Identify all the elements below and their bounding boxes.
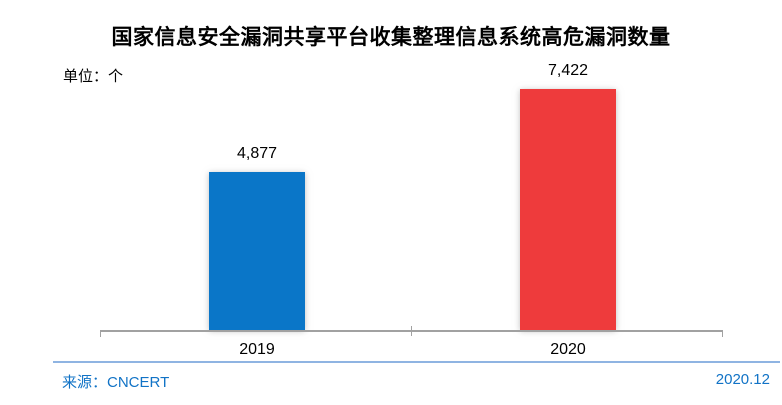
x-axis-tick-right (722, 330, 723, 337)
source-label: 来源：CNCERT (62, 374, 170, 391)
chart-title: 国家信息安全漏洞共享平台收集整理信息系统高危漏洞数量 (111, 26, 671, 49)
x-axis-label-2020: 2020 (550, 341, 586, 358)
bar-2020 (520, 89, 616, 330)
unit-label: 单位：个 (63, 68, 124, 85)
date-label: 2020.12 (715, 371, 770, 388)
x-axis-tick-middle (411, 326, 412, 336)
bar-value-label-2019: 4,877 (236, 145, 278, 162)
bar-value-label-2020: 7,422 (547, 62, 589, 79)
x-axis-label-2019: 2019 (239, 341, 275, 358)
footer-divider (53, 361, 780, 363)
x-axis-tick-left (100, 330, 101, 337)
bar-2019 (209, 172, 305, 330)
